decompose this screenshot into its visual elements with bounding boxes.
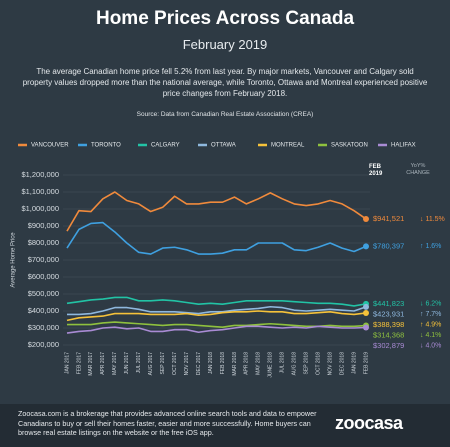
x-tick-label: NOV 2017 <box>184 352 190 376</box>
legend-label: CALGARY <box>151 143 180 149</box>
x-tick-label: JUNE 2018 <box>268 352 274 378</box>
x-tick-label: JUL 2017 <box>136 352 142 373</box>
end-header: FEB 2019 <box>369 164 383 177</box>
legend-label: VANCOUVER <box>31 143 69 149</box>
end-value-label: $941,521 <box>373 214 404 223</box>
x-tick-label: SEP 2017 <box>160 352 166 375</box>
end-value-label: $302,879 <box>373 341 404 350</box>
change-label: ↓ 11.5% <box>420 216 445 223</box>
y-tick-label: $1,200,000 <box>21 170 59 179</box>
x-tick-label: SEP 2018 <box>304 352 310 375</box>
series-line <box>67 305 367 316</box>
x-tick-label: JUN 2017 <box>124 352 130 374</box>
y-tick-label: $1,100,000 <box>21 187 59 196</box>
change-label: ↓ 4.1% <box>420 332 441 339</box>
change-label: ↑ 1.6% <box>420 243 441 250</box>
y-tick-label: $300,000 <box>28 323 59 332</box>
change-label: ↑ 4.9% <box>420 322 441 329</box>
x-tick-label: FEB 2018 <box>220 352 226 374</box>
end-value-label: $388,398 <box>373 320 404 329</box>
footer <box>0 404 450 447</box>
title: Home Prices Across Canada <box>95 8 355 29</box>
y-axis-label: Average Home Price <box>11 232 17 288</box>
y-tick-label: $600,000 <box>28 272 59 281</box>
x-tick-label: JAN 2018 <box>208 352 214 374</box>
end-dot <box>363 324 369 331</box>
y-tick-label: $500,000 <box>28 289 59 298</box>
x-tick-label: FEB 2017 <box>76 352 82 374</box>
y-tick-label: $200,000 <box>28 340 59 349</box>
header-line: CHANGE <box>406 170 430 176</box>
x-tick-label: MAR 2018 <box>232 352 238 376</box>
series-line <box>66 325 367 334</box>
x-tick-label: AUG 2017 <box>148 352 154 376</box>
change-header: YoY% CHANGE <box>406 163 430 176</box>
legend-label: HALIFAX <box>391 143 416 149</box>
change-label: ↑ 7.7% <box>420 311 441 318</box>
end-value-label: $314,368 <box>373 330 404 339</box>
legend-label: TORONTO <box>91 143 121 149</box>
change-label: ↓ 4.0% <box>420 343 441 350</box>
x-tick-label: DEC 2018 <box>339 352 345 375</box>
x-tick-label: MAR 2017 <box>88 352 94 376</box>
legend-label: MONTREAL <box>271 143 305 149</box>
legend-label: SASKATOON <box>331 143 368 149</box>
y-tick-label: $900,000 <box>28 221 59 230</box>
y-tick-label: $700,000 <box>28 255 59 264</box>
change-label: ↓ 6.2% <box>420 301 441 308</box>
source: Source: Data from Canadian Real Estate A… <box>136 111 314 118</box>
x-tick-label: NOV 2018 <box>327 352 333 376</box>
series-line <box>66 191 367 232</box>
footer-text: Zoocasa.com is a brokerage that provides… <box>18 409 317 437</box>
header-line: FEB <box>369 164 382 170</box>
x-tick-label: JAN 2017 <box>64 352 70 374</box>
end-dot <box>363 309 369 316</box>
x-tick-label: OCT 2018 <box>315 352 321 375</box>
y-tick-label: $1,000,000 <box>21 204 59 213</box>
subtitle: February 2019 <box>182 37 268 52</box>
description: The average Canadian home price fell 5.2… <box>22 67 428 98</box>
series-line <box>66 310 367 322</box>
x-tick-label: AUG 2018 <box>292 352 298 376</box>
chart: Average Home Price $200,000 $300,000 $400,… <box>11 143 445 378</box>
end-value-label: $441,823 <box>373 299 404 308</box>
header-line: YoY% <box>411 163 426 169</box>
x-tick-label: DEC 2017 <box>196 352 202 375</box>
y-tick-label: $400,000 <box>28 306 59 315</box>
end-value-label: $780,397 <box>373 241 404 250</box>
end-dot <box>363 243 369 250</box>
series-line <box>66 296 367 307</box>
x-tick-label: APR 2018 <box>244 352 250 375</box>
end-dot <box>363 215 369 222</box>
series-line <box>66 221 367 255</box>
x-tick-label: OCT 2017 <box>172 352 178 375</box>
legend-label: OTTAWA <box>211 143 236 149</box>
end-dot <box>363 303 369 310</box>
x-tick-label: MAY 2018 <box>256 352 262 375</box>
x-tick-label: FEB 2019 <box>363 352 369 374</box>
logo: zoocasa <box>335 413 403 433</box>
y-tick-label: $800,000 <box>28 238 59 247</box>
end-value-label: $423,931 <box>373 309 404 318</box>
x-tick-label: JAN 2019 <box>351 352 357 374</box>
x-tick-label: APR 2017 <box>100 352 106 375</box>
x-tick-label: MAY 2017 <box>112 352 118 375</box>
header-line: 2019 <box>369 171 383 177</box>
x-tick-label: JUL 2018 <box>280 352 286 373</box>
